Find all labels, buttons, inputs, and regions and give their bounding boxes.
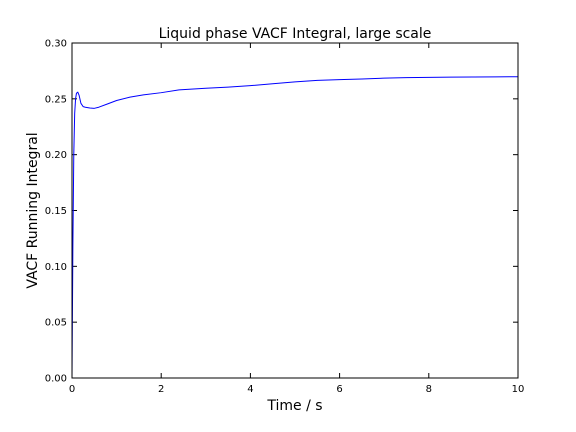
plot-frame	[71, 42, 519, 379]
y-tick-label: 0.25	[45, 94, 67, 105]
x-tick-label: 6	[336, 384, 342, 395]
x-tick-label: 0	[69, 384, 75, 395]
y-tick-label: 0.20	[45, 150, 67, 161]
x-tick-label: 10	[512, 384, 525, 395]
chart-title: Liquid phase VACF Integral, large scale	[159, 26, 432, 42]
y-tick-label: 0.30	[45, 39, 67, 50]
y-tick-label: 0.00	[45, 374, 67, 385]
x-tick-label: 2	[158, 384, 164, 395]
y-axis-label: VACF Running Integral	[25, 132, 41, 288]
x-axis-label: Time / s	[266, 398, 322, 414]
x-tick-label: 8	[426, 384, 432, 395]
y-tick-label: 0.15	[45, 206, 67, 217]
series-line-0	[71, 76, 519, 379]
y-tick-label: 0.10	[45, 262, 67, 273]
y-tick-label: 0.05	[45, 318, 67, 329]
plot-area	[72, 43, 518, 378]
x-tick-label: 4	[247, 384, 253, 395]
